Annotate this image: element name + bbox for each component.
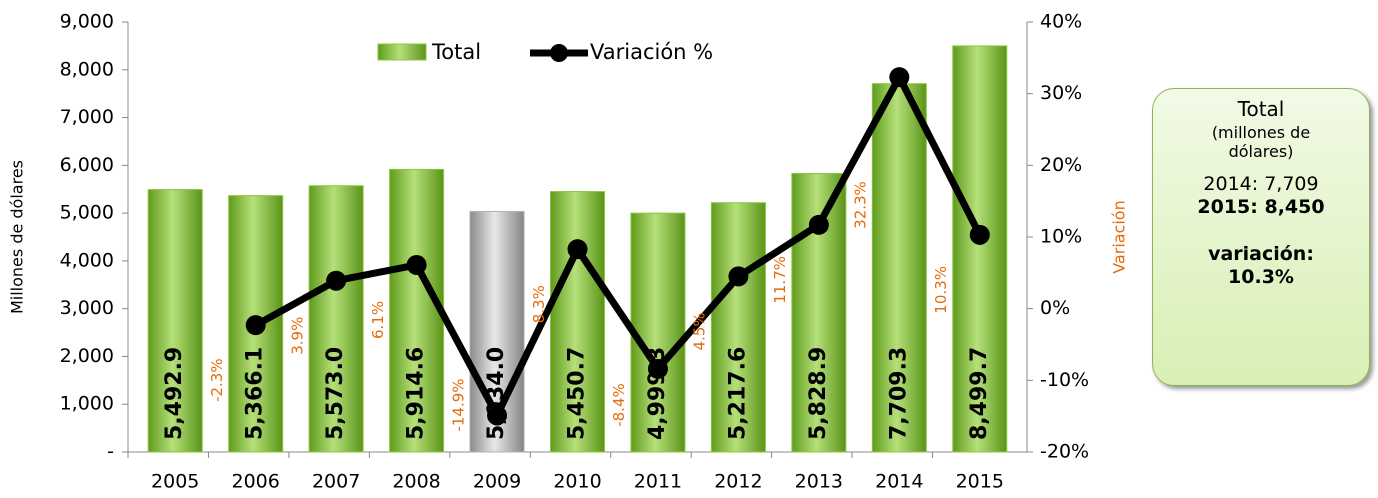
y2-tick-label: 10% (1040, 226, 1082, 248)
box-line: 2015: 8,450 (1197, 196, 1325, 219)
x-tick-label: 2011 (634, 471, 682, 493)
y-axis-label: Millones de dólares (8, 160, 27, 314)
y-tick-label: 3,000 (60, 297, 114, 319)
x-tick-label: 2008 (392, 471, 440, 493)
x-tick-label: 2007 (312, 471, 360, 493)
line-value-label: -8.4% (610, 383, 628, 427)
x-tick-label: 2009 (473, 471, 521, 493)
x-tick-label: 2010 (553, 471, 601, 493)
y2-tick-label: 20% (1040, 154, 1082, 176)
line-marker (647, 358, 668, 379)
bar-value-label: 5,828.9 (806, 347, 831, 440)
x-tick-label: 2014 (875, 471, 923, 493)
y2-tick-label: -20% (1040, 441, 1089, 463)
line-value-label: 10.3% (932, 266, 950, 314)
line-marker (728, 266, 749, 287)
bar (952, 45, 1008, 453)
bar (871, 83, 927, 453)
box-line: 2014: 7,709 (1203, 173, 1319, 196)
x-tick-label: 2012 (714, 471, 762, 493)
bar-value-label: 5,573.0 (323, 347, 348, 440)
line-marker (969, 224, 990, 245)
box-subtitle: (millones de dólares) (1211, 123, 1311, 162)
bar (308, 185, 364, 453)
line-marker (487, 405, 508, 426)
line-marker (567, 239, 588, 260)
annotation-box: Total (millones de dólares) 2014: 7,709 … (1152, 88, 1370, 386)
x-tick-label: 2015 (956, 471, 1004, 493)
line-value-label: 11.7% (771, 256, 789, 304)
legend-label: Variación % (590, 40, 713, 64)
bar-value-label: 5,492.9 (162, 347, 187, 440)
y-tick-label: 1,000 (60, 393, 114, 415)
bar-value-label: 5,450.7 (565, 347, 590, 440)
y-tick-label: 8,000 (60, 58, 114, 80)
line-value-label: 4.5% (691, 312, 709, 350)
y-tick-label: 2,000 (60, 345, 114, 367)
x-tick-label: 2006 (232, 471, 280, 493)
y-tick-label: 5,000 (60, 202, 114, 224)
line-value-label: -2.3% (208, 358, 226, 402)
box-line: 10.3% (1228, 265, 1294, 288)
line-value-label: 32.3% (852, 181, 870, 229)
x-tick-label: 2013 (795, 471, 843, 493)
line-value-label: 3.9% (288, 317, 306, 355)
x-tick-label: 2005 (151, 471, 199, 493)
bar-value-label: 5,217.6 (725, 347, 750, 440)
line-value-label: 6.1% (369, 301, 387, 339)
y2-tick-label: 0% (1040, 297, 1070, 319)
line-marker (326, 270, 347, 291)
y-tick-label: 9,000 (60, 11, 114, 33)
y-tick-label: 6,000 (60, 154, 114, 176)
line-marker (245, 315, 266, 336)
bar-value-label: 5,914.6 (404, 347, 429, 440)
line (253, 73, 983, 419)
line-marker (889, 67, 910, 88)
box-line: variación: (1208, 242, 1314, 265)
legend-swatch (377, 43, 427, 61)
bar-value-label: 5,366.1 (243, 347, 268, 440)
legend-swatch (550, 44, 568, 62)
bar (710, 202, 766, 453)
y-tick-label: - (107, 441, 114, 463)
y2-tick-label: -10% (1040, 369, 1089, 391)
line-marker (808, 214, 829, 235)
bar-value-label: 8,499.7 (967, 347, 992, 440)
line-value-label: -14.9% (449, 378, 467, 431)
y2-tick-label: 40% (1040, 11, 1082, 33)
y-tick-label: 7,000 (60, 106, 114, 128)
line-value-label: 8.3% (530, 285, 548, 323)
bar (147, 189, 203, 453)
box-title: Total (1237, 97, 1285, 121)
bar (550, 191, 605, 453)
bar (389, 168, 445, 453)
legend-label: Total (431, 40, 481, 64)
line-marker (406, 254, 427, 275)
bar-value-label: 7,709.3 (886, 347, 911, 440)
y2-axis-label: Variación (1110, 200, 1129, 274)
y2-tick-label: 30% (1040, 82, 1082, 104)
y-tick-label: 4,000 (60, 249, 114, 271)
